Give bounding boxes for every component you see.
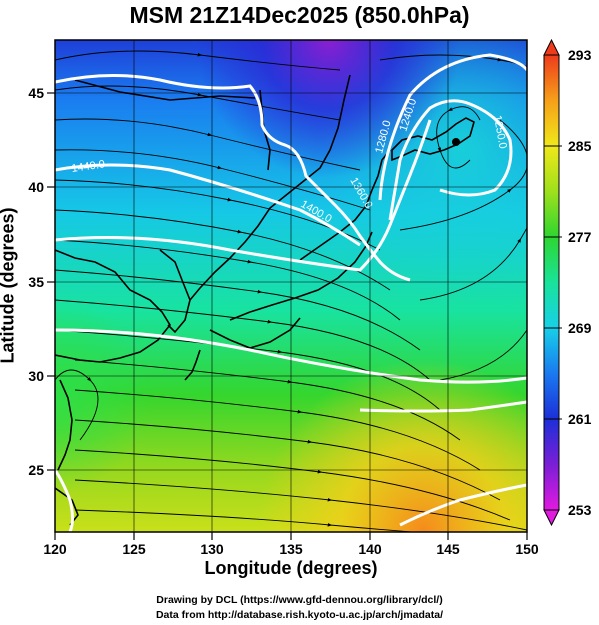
x-axis-ticks: 120 125 130 135 140 145 150	[43, 532, 539, 557]
y-axis-label: Latitude (degrees)	[0, 207, 18, 364]
y-tick-40: 40	[28, 179, 44, 195]
x-tick-135: 135	[279, 541, 303, 557]
y-tick-25: 25	[28, 462, 44, 478]
credit-data-source: Data from http://database.rish.kyoto-u.a…	[155, 609, 444, 621]
lat-lon-grid	[55, 40, 527, 532]
page-title: MSM 21Z14Dec2025 (850.0hPa)	[129, 2, 470, 28]
x-tick-125: 125	[122, 541, 146, 557]
colorbar: 293 285 277 269 261 253	[543, 38, 592, 527]
y-axis-ticks: 45 40 35 30 25	[28, 85, 55, 478]
x-tick-150: 150	[515, 541, 539, 557]
credit-drawing: Drawing by DCL (https://www.gfd-dennou.o…	[156, 594, 443, 606]
colorbar-tick-285: 285	[568, 138, 592, 154]
x-tick-145: 145	[436, 541, 460, 557]
height-contours	[55, 53, 527, 532]
x-tick-140: 140	[358, 541, 382, 557]
y-tick-30: 30	[28, 368, 44, 384]
x-tick-130: 130	[200, 541, 224, 557]
contour-label-1440: 1440.0	[71, 158, 106, 175]
x-axis-label: Longitude (degrees)	[204, 558, 378, 578]
y-tick-45: 45	[28, 85, 44, 101]
wind-streamlines	[55, 50, 527, 532]
colorbar-tick-261: 261	[568, 411, 592, 427]
y-tick-35: 35	[28, 274, 44, 290]
contour-label-1250: 1250.0	[491, 114, 509, 149]
coastlines	[55, 74, 475, 526]
colorbar-tick-269: 269	[568, 320, 592, 336]
colorbar-tick-277: 277	[568, 229, 592, 245]
colorbar-tick-253: 253	[568, 502, 592, 518]
low-pressure-center	[452, 138, 460, 146]
colorbar-tick-293: 293	[568, 47, 592, 63]
x-tick-120: 120	[43, 541, 67, 557]
